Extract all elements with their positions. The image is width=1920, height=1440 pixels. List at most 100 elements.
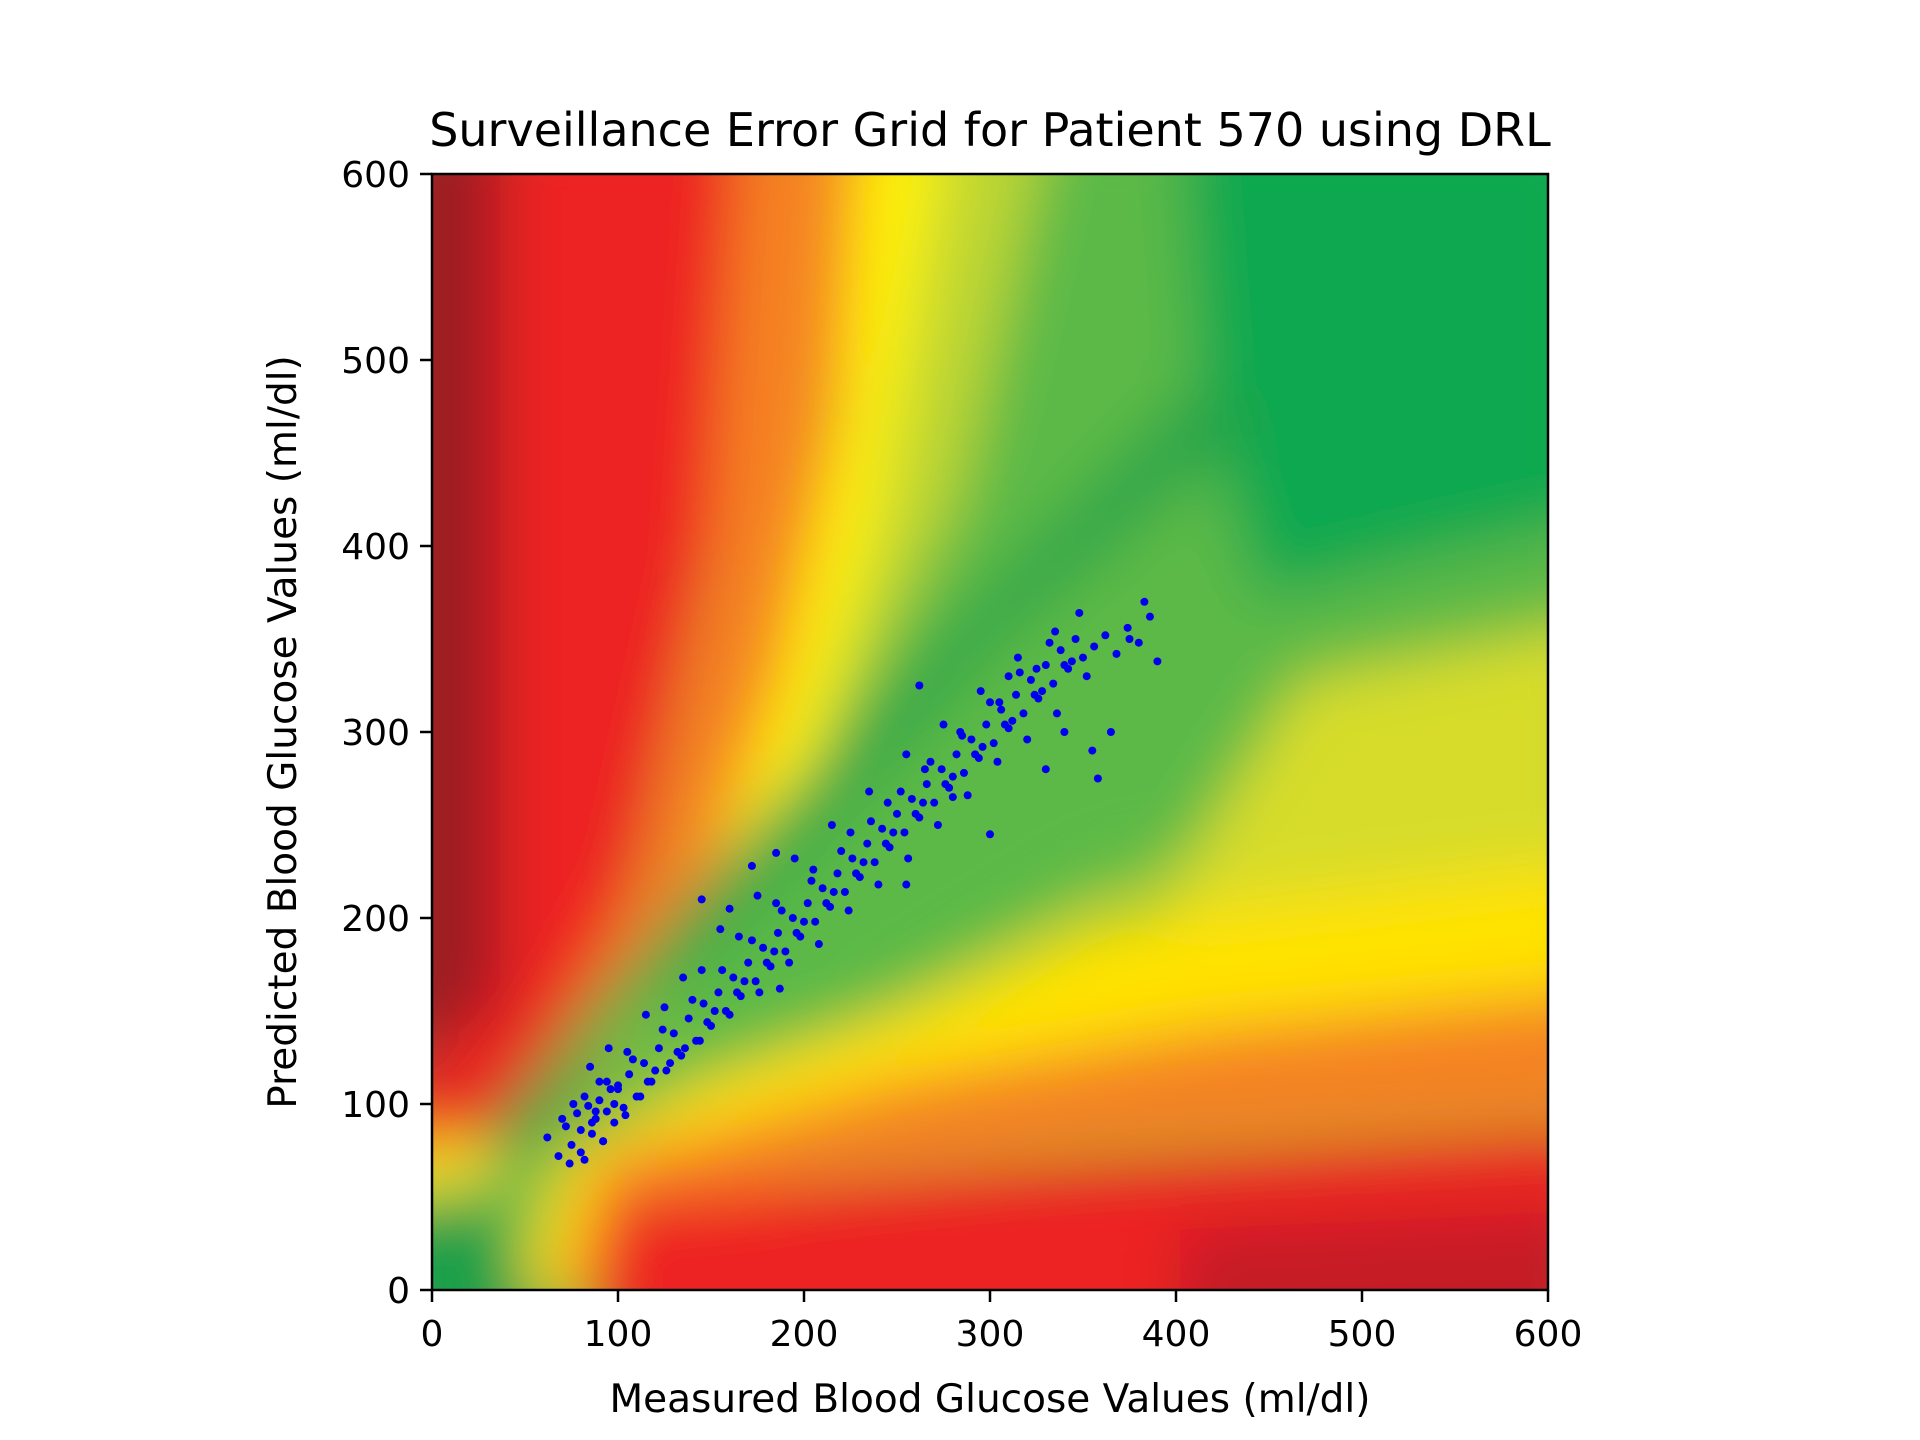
data-point [866, 817, 875, 826]
data-point [747, 936, 756, 945]
data-point [1032, 664, 1041, 673]
data-point [852, 869, 861, 878]
data-point [688, 995, 697, 1004]
data-point [1049, 679, 1058, 688]
data-point [666, 1059, 675, 1068]
data-point [883, 798, 892, 807]
data-point [930, 798, 939, 807]
data-point [976, 687, 985, 696]
risk-heatmap [432, 174, 1548, 1290]
data-point [1153, 657, 1162, 666]
data-point [699, 999, 708, 1008]
data-point [697, 966, 706, 975]
data-point [997, 705, 1006, 714]
data-point [833, 869, 842, 878]
data-point [1060, 728, 1069, 736]
data-point [1112, 649, 1121, 658]
data-point [986, 830, 994, 839]
data-point [558, 1114, 567, 1123]
data-point [1101, 631, 1110, 640]
data-point [893, 809, 901, 818]
data-point [878, 824, 887, 833]
y-tick-label: 200 [341, 899, 410, 940]
x-axis-label: Measured Blood Glucose Values (ml/dl) [610, 1377, 1371, 1422]
data-point [958, 731, 967, 740]
data-point [1075, 608, 1084, 617]
data-point [561, 1122, 570, 1131]
data-point [606, 1085, 615, 1094]
data-point [948, 793, 957, 802]
data-point [995, 698, 1004, 707]
data-point [641, 1010, 650, 1019]
data-point [554, 1152, 563, 1161]
data-point [751, 977, 760, 986]
data-point [818, 884, 827, 893]
data-point [733, 988, 742, 997]
data-point [922, 780, 931, 789]
data-point [628, 1055, 637, 1064]
data-point [610, 1100, 619, 1108]
data-point [911, 809, 920, 818]
data-point [941, 780, 950, 789]
data-point [602, 1107, 611, 1116]
y-tick-label: 400 [341, 527, 410, 568]
data-point [809, 865, 818, 874]
data-point [1015, 668, 1024, 677]
data-point [1030, 690, 1039, 699]
data-point [1012, 690, 1021, 699]
data-point [567, 1140, 576, 1149]
data-point [814, 940, 823, 949]
data-point [1026, 675, 1035, 684]
data-point [679, 973, 688, 982]
y-tick-label: 600 [341, 155, 410, 196]
data-point [599, 1137, 608, 1146]
data-point [948, 772, 957, 781]
data-point [863, 839, 872, 848]
data-point [755, 988, 764, 997]
data-point [703, 1018, 712, 1027]
data-point [744, 958, 753, 967]
data-point [870, 858, 879, 867]
data-point [734, 932, 743, 941]
data-point [1023, 735, 1032, 744]
data-point [619, 1103, 628, 1112]
data-point [614, 1085, 622, 1094]
data-point [800, 917, 808, 926]
data-point [1082, 672, 1091, 681]
data-point [1060, 661, 1069, 670]
data-point [1123, 623, 1132, 632]
data-point [1041, 661, 1050, 670]
data-point [710, 1007, 719, 1015]
data-point [1090, 642, 1099, 651]
data-point [580, 1092, 589, 1101]
data-point [989, 739, 998, 748]
data-point [725, 1010, 734, 1019]
data-point [753, 891, 762, 900]
data-point [714, 988, 723, 997]
data-point [660, 1003, 669, 1012]
data-point [770, 947, 779, 956]
scatter-points [543, 597, 1162, 1168]
data-point [587, 1129, 596, 1138]
data-point [919, 798, 928, 807]
data-point [777, 906, 786, 915]
data-point [662, 1066, 671, 1075]
data-point [792, 928, 801, 937]
data-point [1067, 657, 1076, 666]
data-point [1134, 638, 1143, 647]
data-point [939, 720, 948, 729]
data-point [595, 1096, 604, 1105]
data-point [1056, 646, 1065, 655]
data-point [716, 925, 725, 934]
data-point [591, 1107, 600, 1116]
data-point [651, 1066, 660, 1075]
data-point [967, 735, 976, 744]
data-point [680, 1044, 689, 1053]
data-point [775, 984, 784, 993]
data-point [602, 1077, 611, 1086]
data-point [952, 750, 961, 759]
data-point [896, 787, 905, 796]
data-point [790, 854, 799, 863]
data-point [907, 794, 916, 803]
data-point [889, 828, 898, 837]
